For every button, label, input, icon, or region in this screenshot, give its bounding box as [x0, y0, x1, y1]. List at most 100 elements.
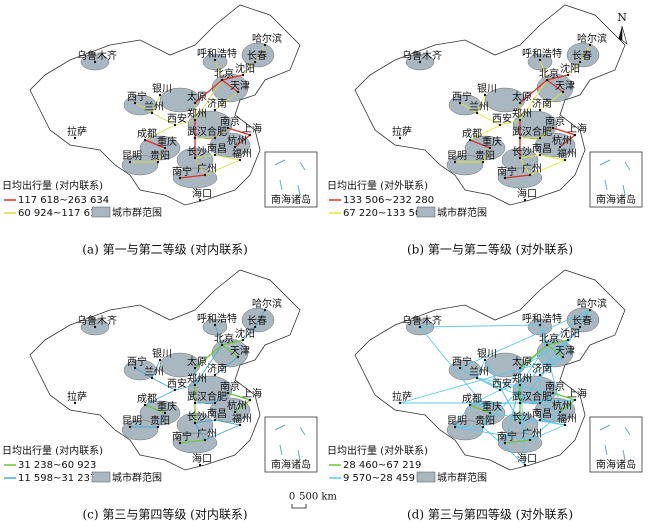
city-label: 天津	[555, 345, 575, 357]
city-dot	[163, 146, 167, 150]
flow-line	[539, 154, 566, 161]
flow-line	[194, 154, 216, 159]
city-dot	[93, 325, 97, 329]
city-dot	[566, 73, 570, 77]
flow-line	[242, 61, 256, 76]
city-label: 合肥	[207, 390, 227, 403]
flow-line	[559, 399, 576, 413]
region-label: 城市群范围	[437, 471, 487, 484]
region-swatch	[416, 471, 436, 483]
city-dot	[203, 438, 207, 442]
city-label: 天津	[230, 80, 250, 92]
city-label: 银川	[477, 82, 497, 95]
city-label: 海口	[192, 452, 212, 465]
flow-line	[476, 94, 486, 114]
city-dot	[483, 93, 487, 97]
flow-line	[151, 359, 161, 379]
urban-cluster	[512, 110, 558, 140]
city-label: 南昌	[207, 407, 227, 420]
flow-line	[242, 326, 256, 341]
city-label: 呼和浩特	[197, 48, 237, 60]
flow-line	[419, 326, 491, 414]
urban-cluster	[202, 318, 228, 336]
flow-line	[227, 392, 251, 401]
city-dot	[563, 423, 567, 427]
city-dot	[528, 438, 532, 442]
city-dot	[193, 366, 197, 370]
city-dot	[475, 111, 479, 115]
city-dot	[213, 401, 217, 405]
flow-line	[157, 147, 166, 163]
scale-label: 500 km	[299, 492, 337, 503]
city-label: 广州	[522, 428, 542, 440]
city-label: 南昌	[532, 407, 552, 420]
city-label: 天津	[555, 80, 575, 92]
flow-line	[484, 359, 521, 424]
urban-cluster	[241, 307, 275, 333]
flow-line	[504, 384, 521, 444]
city-label: 长春	[247, 50, 267, 62]
urban-cluster	[202, 53, 228, 71]
city-dot	[156, 160, 160, 164]
city-label: 杭州	[552, 399, 572, 412]
flow-line	[539, 91, 564, 111]
city-label: 合肥	[207, 125, 227, 138]
city-dot	[518, 366, 522, 370]
city-dot	[503, 176, 507, 180]
city-dot	[518, 401, 522, 405]
flow-line	[482, 426, 526, 466]
flow-line	[234, 399, 251, 413]
flow-line	[559, 134, 576, 148]
city-dot	[588, 43, 592, 47]
flow-line	[469, 399, 576, 406]
city-dot	[198, 198, 202, 202]
city-label: 西安	[167, 377, 187, 390]
city-dot	[213, 418, 217, 422]
flow-line	[529, 424, 566, 441]
city-dot	[488, 146, 492, 150]
city-label: 武汉	[512, 125, 532, 138]
city-dot	[193, 101, 197, 105]
flow-line	[174, 384, 196, 391]
city-dot	[128, 425, 132, 429]
city-label: 哈尔滨	[252, 297, 282, 310]
city-label: 海口	[517, 452, 537, 465]
city-dot	[468, 403, 472, 407]
city-label: 长沙	[187, 146, 207, 158]
city-dot	[220, 343, 224, 347]
city-label: 呼和浩特	[522, 48, 562, 60]
legend-label: 133 506~232 280	[343, 195, 434, 206]
city-label: 呼和浩特	[197, 313, 237, 325]
city-label: 哈尔滨	[252, 32, 282, 45]
city-label: 拉萨	[67, 390, 87, 403]
flow-line	[459, 309, 591, 369]
city-label: 银川	[152, 82, 172, 95]
flow-line	[546, 339, 569, 346]
city-label: 西安	[492, 377, 512, 390]
flow-line	[567, 61, 581, 76]
city-dot	[193, 156, 197, 160]
city-dot	[453, 160, 457, 164]
flow-line	[489, 412, 566, 426]
city-label: 南京	[220, 115, 240, 128]
city-label: 乌鲁木齐	[77, 49, 117, 62]
city-dot	[233, 410, 237, 414]
city-label: 乌鲁木齐	[402, 49, 442, 62]
urban-cluster	[172, 432, 218, 454]
flow-line	[144, 389, 176, 406]
city-dot	[523, 463, 527, 467]
city-label: 南京	[545, 380, 565, 393]
flow-line	[579, 309, 591, 328]
city-label: 南京	[220, 380, 240, 393]
city-dot	[453, 425, 457, 429]
flow-line	[214, 59, 223, 81]
city-dot	[538, 401, 542, 405]
city-label: 拉萨	[67, 125, 87, 138]
city-label: 海口	[517, 187, 537, 200]
flow-line	[214, 356, 239, 376]
city-label: 济南	[207, 362, 227, 375]
city-label: 上海	[567, 122, 587, 135]
city-dot	[558, 410, 562, 414]
city-dot	[143, 403, 147, 407]
city-dot	[561, 90, 565, 94]
